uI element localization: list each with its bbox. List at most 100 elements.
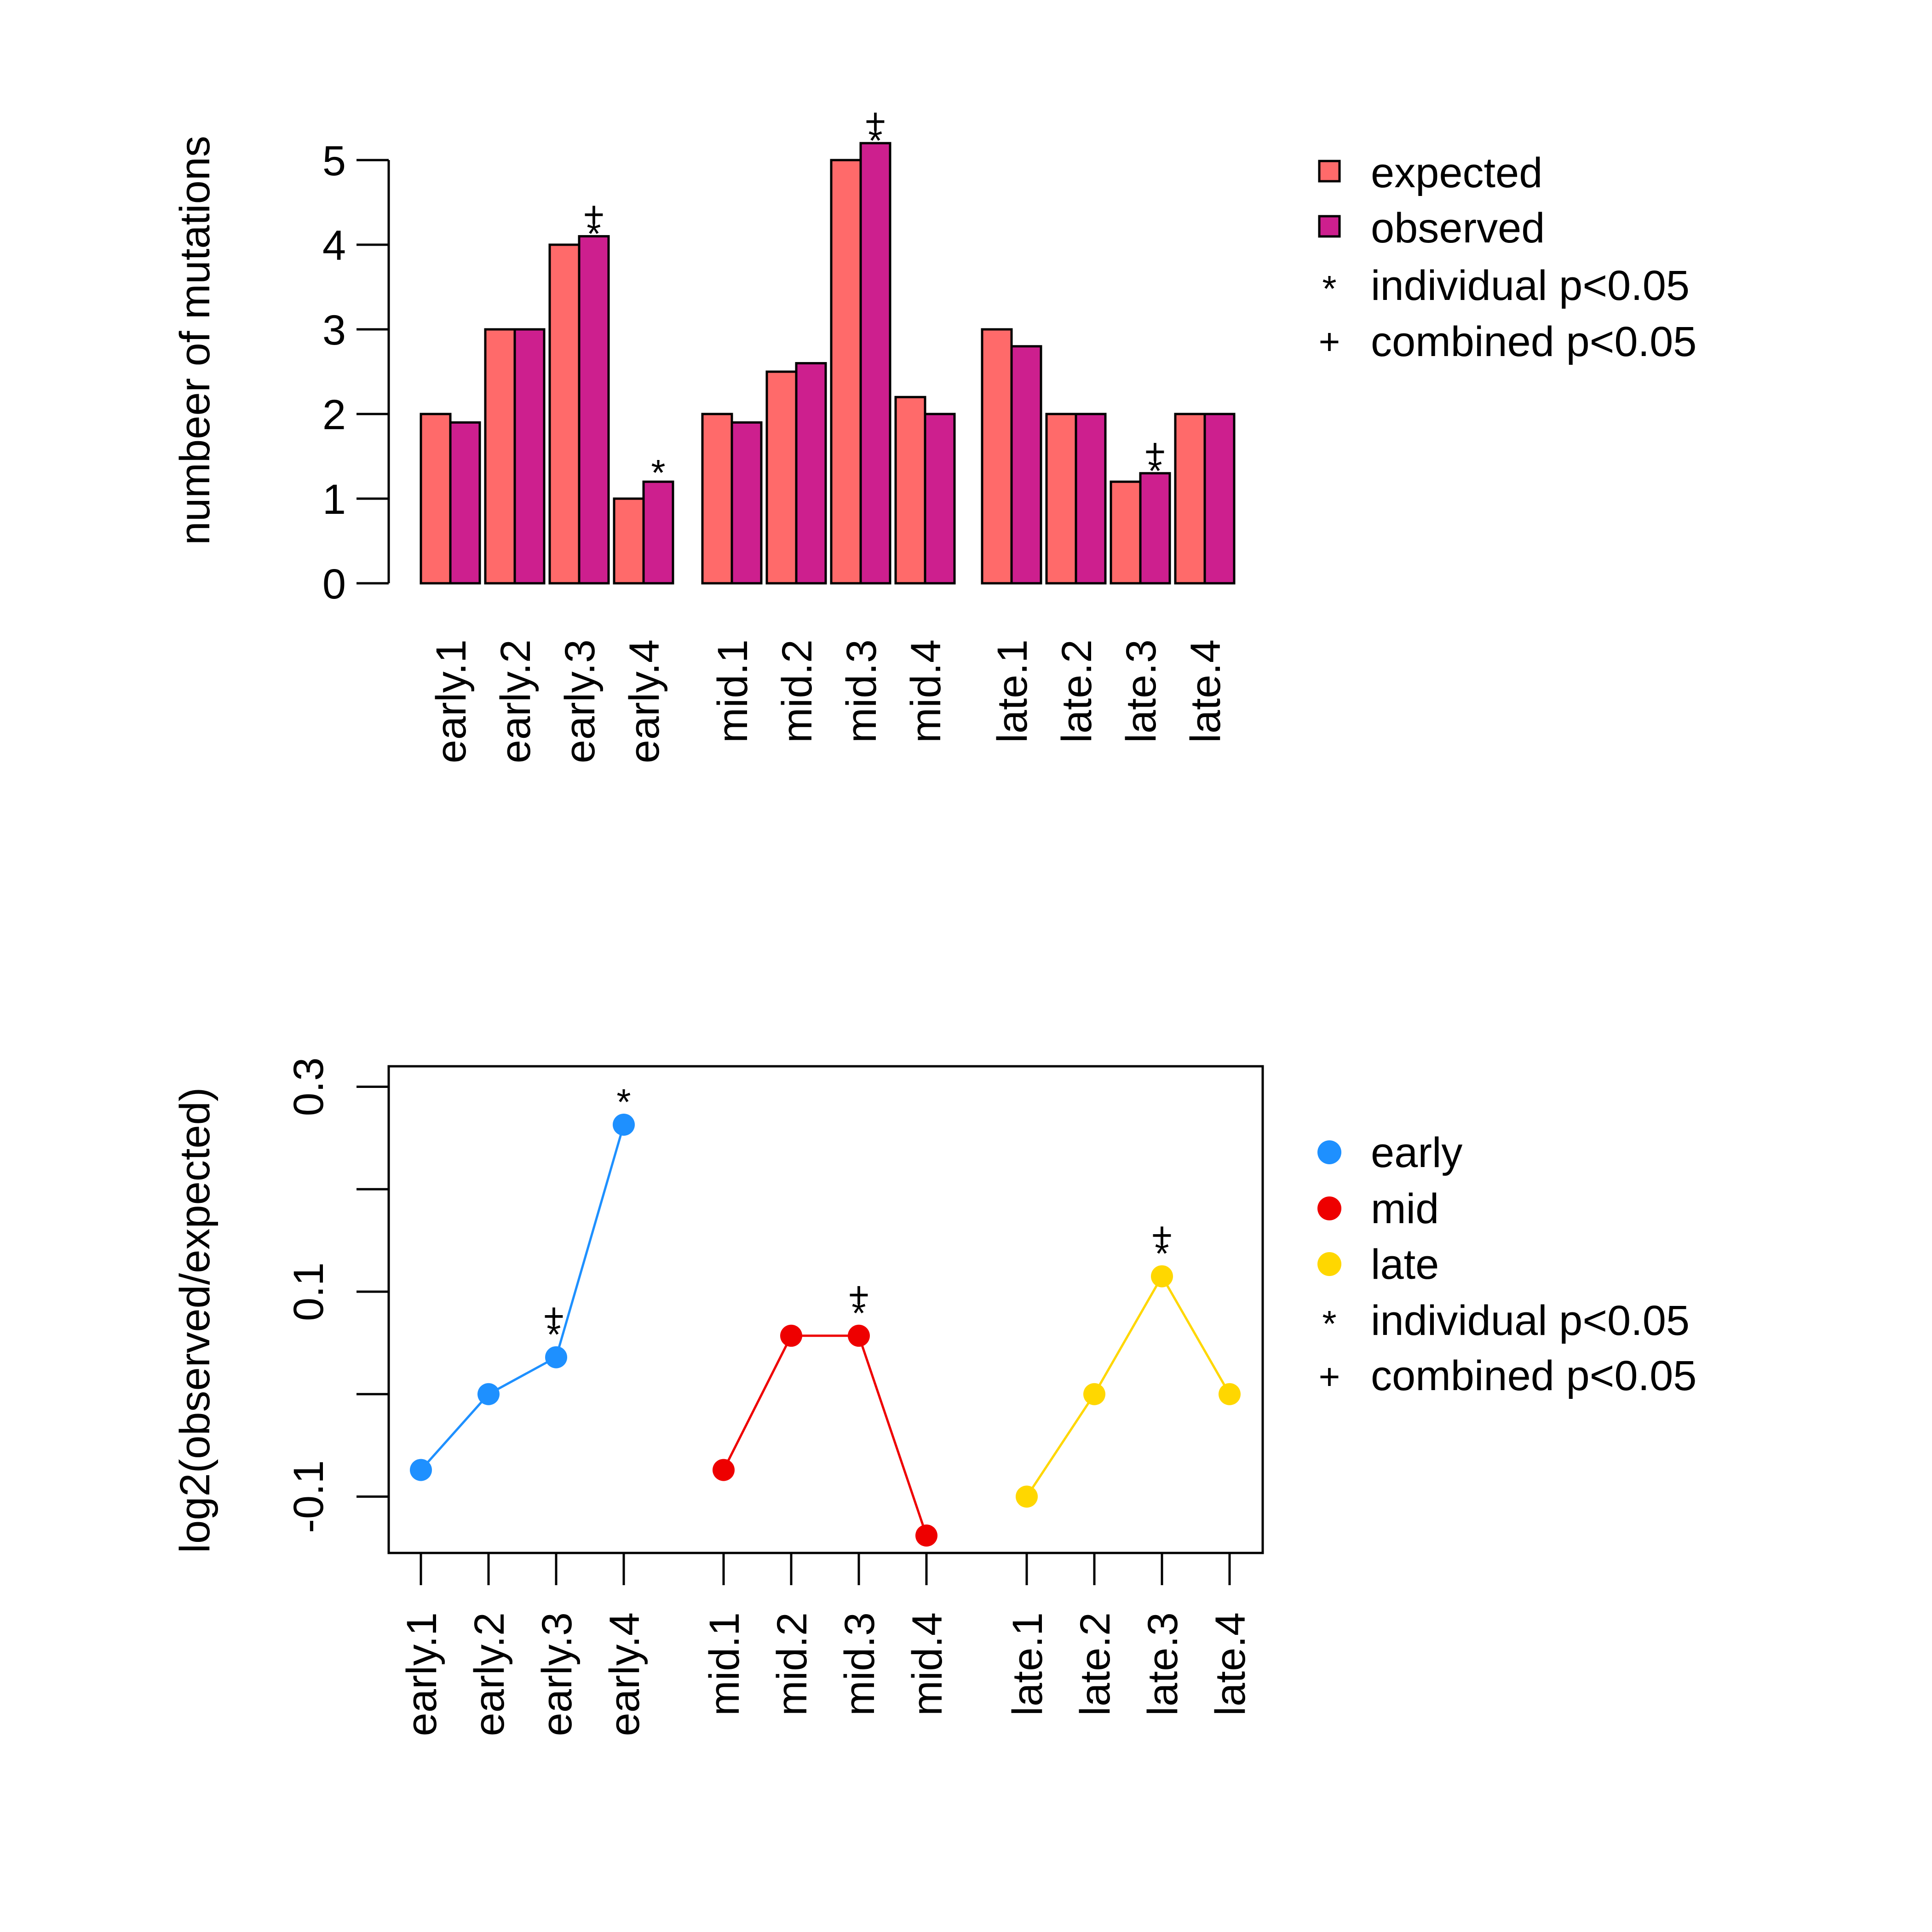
bar-legend-label-individual-p-0-05: individual p<0.05 [1371,262,1690,309]
line-legend-label-mid: mid [1371,1185,1439,1232]
line-star-early-4: * [616,1081,631,1122]
line-chart-legend: * + early mid late individual p<0.05 combined … [1317,1129,1696,1399]
bar-x-tick-label-late-2: late.2 [1053,639,1100,743]
legend-dot-mid [1317,1196,1341,1220]
bar-x-tick-label-mid-3: mid.3 [838,639,885,743]
line-star-early-3: * [546,1314,561,1355]
bar-expected-mid-2 [765,370,798,585]
bar-x-tick-label-late-4: late.4 [1182,639,1229,743]
bar-x-tick-label-mid-4: mid.4 [903,639,949,743]
line-legend-label-individual-p-0-05: individual p<0.05 [1371,1297,1690,1344]
bar-expected-mid-4 [894,396,926,585]
legend-swatch-expected [1318,160,1341,183]
line-y-tick-label-0-3: 0.3 [285,1058,332,1116]
line-x-tick-label-late-4: late.4 [1207,1612,1254,1716]
bar-x-tick-label-early-2: early.2 [492,639,539,763]
line-series-late [1025,1274,1231,1497]
bar-x-tick-label-late-3: late.3 [1118,639,1165,743]
line-star-late-3: * [1155,1233,1169,1274]
bar-chart-bars [420,142,1236,585]
line-x-tick-label-early-1: early.1 [398,1612,445,1736]
bar-plus-late-3: + [1144,431,1166,472]
bar-star-early-3: * [586,213,601,254]
line-point-mid-2 [780,1324,802,1347]
bar-y-tick-label-5: 5 [322,138,346,184]
bar-observed-late-4 [1203,413,1236,585]
line-x-tick-label-early-4: early.4 [601,1612,648,1736]
line-x-tick-label-mid-3: mid.3 [836,1612,883,1716]
bar-expected-early-3 [548,243,581,585]
line-point-early-1 [410,1459,432,1481]
line-chart-significance-marks: *+**+*+ [543,1081,1173,1355]
bar-x-tick-label-early-3: early.3 [557,639,604,763]
bar-y-tick-label-2: 2 [322,391,346,438]
line-chart-series [410,1113,1241,1547]
line-star-mid-3: * [851,1293,866,1334]
bar-expected-mid-1 [701,413,733,585]
legend-plus-symbol: + [1319,321,1340,362]
bar-x-tick-label-mid-1: mid.1 [709,639,756,743]
bar-observed-mid-4 [924,413,956,585]
bar-observed-early-2 [513,328,546,585]
bar-y-tick-label-1: 1 [322,476,346,523]
line-x-tick-label-mid-2: mid.2 [769,1612,816,1716]
line-chart-panel: -0.1 0.1 0.3 early.1 early.2 early.3 early.4 m… [172,1058,1696,1736]
bar-chart-legend: * + expected observed individual p<0.05 combi… [1318,150,1696,365]
line-x-axis: early.1 early.2 early.3 early.4 mid.1 mid.2 mi… [398,1553,1254,1736]
line-plus-mid-3: + [848,1274,870,1315]
bar-star-late-3: * [1148,450,1162,491]
line-plus-early-3: + [543,1296,565,1337]
bar-observed-mid-1 [730,421,763,585]
bar-expected-early-2 [484,328,516,585]
bar-y-axis: 0 1 2 3 4 5 [322,138,390,608]
bar-observed-early-4 [642,480,674,585]
legend-dot-late [1317,1252,1341,1276]
line-x-tick-label-early-2: early.2 [466,1612,513,1736]
line-point-late-1 [1016,1485,1038,1508]
line-x-tick-label-early-3: early.3 [534,1612,581,1736]
line-x-tick-label-late-1: late.1 [1004,1612,1051,1716]
line-y-tick-label-0-1: -0.1 [285,1460,332,1533]
line-point-early-4 [613,1113,635,1136]
bar-expected-mid-3 [830,159,862,585]
line-legend-label-late: late [1371,1241,1439,1288]
bar-x-tick-label-early-1: early.1 [428,639,475,763]
line-point-mid-4 [915,1524,937,1547]
line-point-mid-3 [848,1324,870,1347]
bar-observed-early-3 [578,235,610,585]
line-legend-label-early: early [1371,1129,1462,1176]
line-point-late-4 [1219,1383,1241,1405]
bar-observed-late-3 [1139,472,1171,585]
bar-legend-label-observed: observed [1371,205,1545,252]
line-y-tick-label-0-1: 0.1 [285,1262,332,1321]
line-x-tick-label-late-2: late.2 [1072,1612,1119,1716]
line-point-mid-1 [713,1459,735,1481]
bar-chart-significance-marks: *+**+*+ [583,101,1166,493]
legend-swatch-observed [1318,215,1341,238]
bar-observed-early-1 [449,421,481,585]
bar-x-tick-label-mid-2: mid.2 [774,639,821,743]
bar-y-tick-label-3: 3 [322,307,346,354]
bar-x-tick-labels: early.1 early.2 early.3 early.4 mid.1 mid.2 mi… [428,639,1229,763]
bar-observed-late-2 [1075,413,1107,585]
line-legend-label-combined-p-0-05: combined p<0.05 [1371,1352,1696,1399]
bar-observed-mid-3 [859,142,891,585]
line-x-tick-label-mid-4: mid.4 [904,1612,951,1716]
line-y-axis-label: log2(observed/expected) [172,1087,218,1553]
bar-legend-label-combined-p-0-05: combined p<0.05 [1371,318,1696,365]
legend-star-symbol: * [1322,1303,1336,1344]
line-point-early-2 [477,1383,500,1405]
bar-y-axis-label: numbeer of mutations [172,136,218,545]
bar-expected-late-4 [1174,413,1206,585]
line-x-tick-label-mid-1: mid.1 [701,1612,748,1716]
bar-x-tick-label-late-1: late.1 [989,639,1036,743]
bar-star-mid-3: * [868,120,882,161]
bar-plus-early-3: + [583,194,605,235]
bar-expected-late-1 [981,328,1013,585]
bar-x-tick-label-early-4: early.4 [621,639,668,763]
bar-expected-late-3 [1110,480,1142,585]
bar-observed-mid-2 [795,362,827,585]
line-x-tick-label-late-3: late.3 [1139,1612,1186,1716]
